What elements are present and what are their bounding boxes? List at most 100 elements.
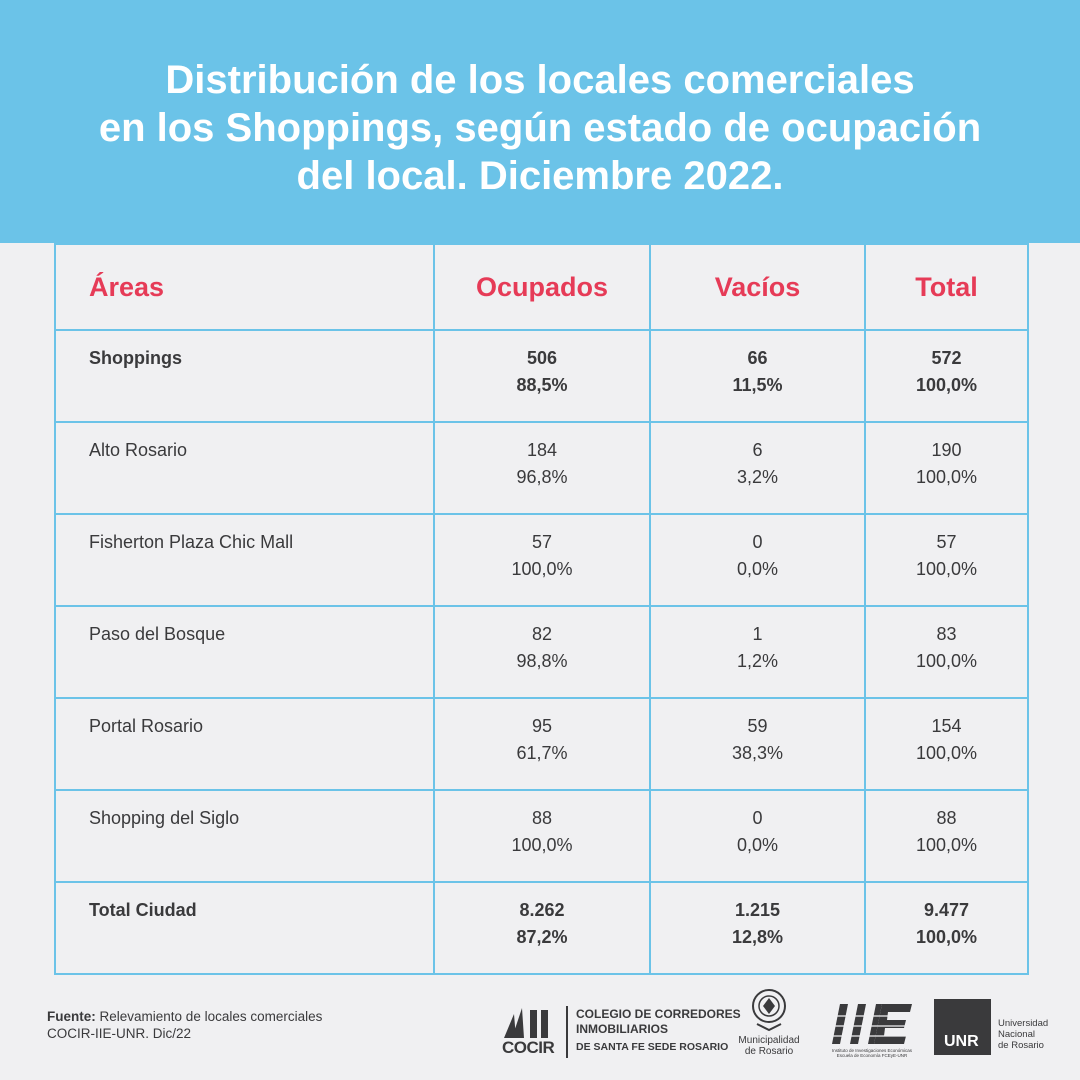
cell-total: 572 100,0% xyxy=(864,329,1029,423)
cell-total: 154 100,0% xyxy=(864,697,1029,791)
total-percent: 100,0% xyxy=(915,927,978,947)
unr-box: UNR xyxy=(934,999,991,1055)
source-label: Fuente: xyxy=(47,1009,96,1024)
cell-total: 57 100,0% xyxy=(864,513,1029,607)
header-vacios: Vacíos xyxy=(649,243,866,331)
total-value: 57 xyxy=(936,532,957,552)
ocupados-value: 57 xyxy=(531,532,553,552)
table-row: Alto Rosario 184 96,8% 6 3,2% 190 100,0% xyxy=(54,421,1029,515)
source-note: Fuente: Relevamiento de locales comercia… xyxy=(47,1008,322,1042)
cocir-text: COLEGIO DE CORREDORES INMOBILIARIOS DE S… xyxy=(576,1007,741,1055)
unr-line-1: Universidad xyxy=(998,1018,1049,1029)
cell-total: 9.477 100,0% xyxy=(864,881,1029,975)
unr-line-2: Nacional xyxy=(998,1029,1035,1040)
muni-line-2: de Rosario xyxy=(744,1046,794,1057)
table-row: Fisherton Plaza Chic Mall 57 100,0% 0 0,0% 57… xyxy=(54,513,1029,607)
title-line-1: Distribución de los locales comerciales xyxy=(165,58,915,102)
ocupados-value: 506 xyxy=(526,348,558,368)
occupancy-table: Áreas Ocupados Vacíos Total Shoppings 506… xyxy=(54,243,1029,975)
vacios-percent: 0,0% xyxy=(736,835,779,855)
cell-ocupados: 8.262 87,2% xyxy=(433,881,651,975)
cell-ocupados: 95 61,7% xyxy=(433,697,651,791)
cocir-mark: COCIR xyxy=(500,1004,555,1058)
vacios-value: 0 xyxy=(752,808,763,828)
cell-total: 83 100,0% xyxy=(864,605,1029,699)
cell-vacios: 59 38,3% xyxy=(649,697,866,791)
iie-line-2: Escuela de Economía FCEyE-UNR xyxy=(836,1053,908,1058)
vacios-value: 1 xyxy=(752,624,763,644)
ocupados-value: 95 xyxy=(531,716,553,736)
title-line-3: del local. Diciembre 2022. xyxy=(296,154,784,198)
source-text: Relevamiento de locales comerciales xyxy=(99,1009,323,1024)
total-value: 9.477 xyxy=(923,900,970,920)
iie-logo: Instituto de Investigaciones Económicas … xyxy=(826,996,918,1060)
ocupados-percent: 87,2% xyxy=(516,927,568,947)
ocupados-value: 8.262 xyxy=(519,900,565,920)
table-row: Portal Rosario 95 61,7% 59 38,3% 154 100,0% xyxy=(54,697,1029,791)
cell-total: 88 100,0% xyxy=(864,789,1029,883)
title-banner: Distribución de los locales comerciales … xyxy=(0,0,1080,243)
cell-ocupados: 184 96,8% xyxy=(433,421,651,515)
table-header-row: Áreas Ocupados Vacíos Total xyxy=(54,243,1029,331)
cell-area: Alto Rosario xyxy=(54,421,435,515)
iie-line-1: Instituto de Investigaciones Económicas xyxy=(831,1048,913,1053)
cocir-line-2: INMOBILIARIOS xyxy=(576,1022,668,1036)
total-value: 572 xyxy=(931,348,962,368)
municipalidad-logo: Municipalidad de Rosario xyxy=(736,988,802,1060)
cell-ocupados: 506 88,5% xyxy=(433,329,651,423)
ocupados-value: 88 xyxy=(531,808,553,828)
cocir-emblem-icon xyxy=(504,1008,548,1038)
cocir-divider xyxy=(566,1006,568,1058)
total-percent: 100,0% xyxy=(915,467,978,487)
unr-box-label: UNR xyxy=(944,1033,979,1050)
cell-area: Paso del Bosque xyxy=(54,605,435,699)
cocir-logo: COCIR COLEGIO DE CORREDORES INMOBILIARIO… xyxy=(500,1004,741,1058)
unr-logo: UNR Universidad Nacional de Rosario xyxy=(934,999,1054,1055)
total-value: 190 xyxy=(931,440,962,460)
iie-text: Instituto de Investigaciones Económicas … xyxy=(826,1048,918,1058)
cell-area: Shopping del Siglo xyxy=(54,789,435,883)
cell-area: Fisherton Plaza Chic Mall xyxy=(54,513,435,607)
ocupados-percent: 96,8% xyxy=(516,467,568,487)
unr-line-3: de Rosario xyxy=(998,1040,1044,1051)
ocupados-percent: 88,5% xyxy=(516,375,568,395)
cell-vacios: 6 3,2% xyxy=(649,421,866,515)
ocupados-percent: 100,0% xyxy=(511,835,573,855)
vacios-value: 66 xyxy=(747,348,768,368)
muni-text: Municipalidad de Rosario xyxy=(732,1035,806,1057)
ocupados-percent: 98,8% xyxy=(516,651,568,671)
vacios-value: 6 xyxy=(752,440,763,460)
source-line-2: COCIR-IIE-UNR. Dic/22 xyxy=(47,1026,192,1041)
header-areas: Áreas xyxy=(54,243,435,331)
ocupados-percent: 100,0% xyxy=(511,559,573,579)
vacios-percent: 1,2% xyxy=(736,651,779,671)
cell-area: Portal Rosario xyxy=(54,697,435,791)
unr-text: Universidad Nacional de Rosario xyxy=(998,1018,1048,1051)
cell-ocupados: 82 98,8% xyxy=(433,605,651,699)
total-percent: 100,0% xyxy=(915,651,978,671)
table-row: Shopping del Siglo 88 100,0% 0 0,0% 88 100,0% xyxy=(54,789,1029,883)
table-row: Shoppings 506 88,5% 66 11,5% 572 100,0% xyxy=(54,329,1029,423)
cocir-word: COCIR xyxy=(502,1038,555,1057)
cell-ocupados: 57 100,0% xyxy=(433,513,651,607)
vacios-value: 1.215 xyxy=(734,900,781,920)
cell-vacios: 1 1,2% xyxy=(649,605,866,699)
vacios-percent: 3,2% xyxy=(736,467,779,487)
total-value: 154 xyxy=(931,716,962,736)
total-value: 83 xyxy=(936,624,957,644)
cell-vacios: 0 0,0% xyxy=(649,789,866,883)
iie-emblem-icon xyxy=(826,1004,918,1044)
municipal-crest-icon xyxy=(752,989,786,1032)
vacios-percent: 38,3% xyxy=(731,743,784,763)
cell-vacios: 1.215 12,8% xyxy=(649,881,866,975)
cocir-line-3: DE SANTA FE SEDE ROSARIO xyxy=(576,1041,729,1053)
title-line-2: en los Shoppings, según estado de ocupac… xyxy=(98,106,982,150)
total-percent: 100,0% xyxy=(915,375,978,395)
total-percent: 100,0% xyxy=(915,559,978,579)
vacios-percent: 12,8% xyxy=(731,927,784,947)
vacios-percent: 0,0% xyxy=(736,559,779,579)
table-row: Total Ciudad 8.262 87,2% 1.215 12,8% 9.477 100… xyxy=(54,881,1029,975)
total-value: 88 xyxy=(936,808,957,828)
cell-area: Total Ciudad xyxy=(54,881,435,975)
total-percent: 100,0% xyxy=(915,743,978,763)
